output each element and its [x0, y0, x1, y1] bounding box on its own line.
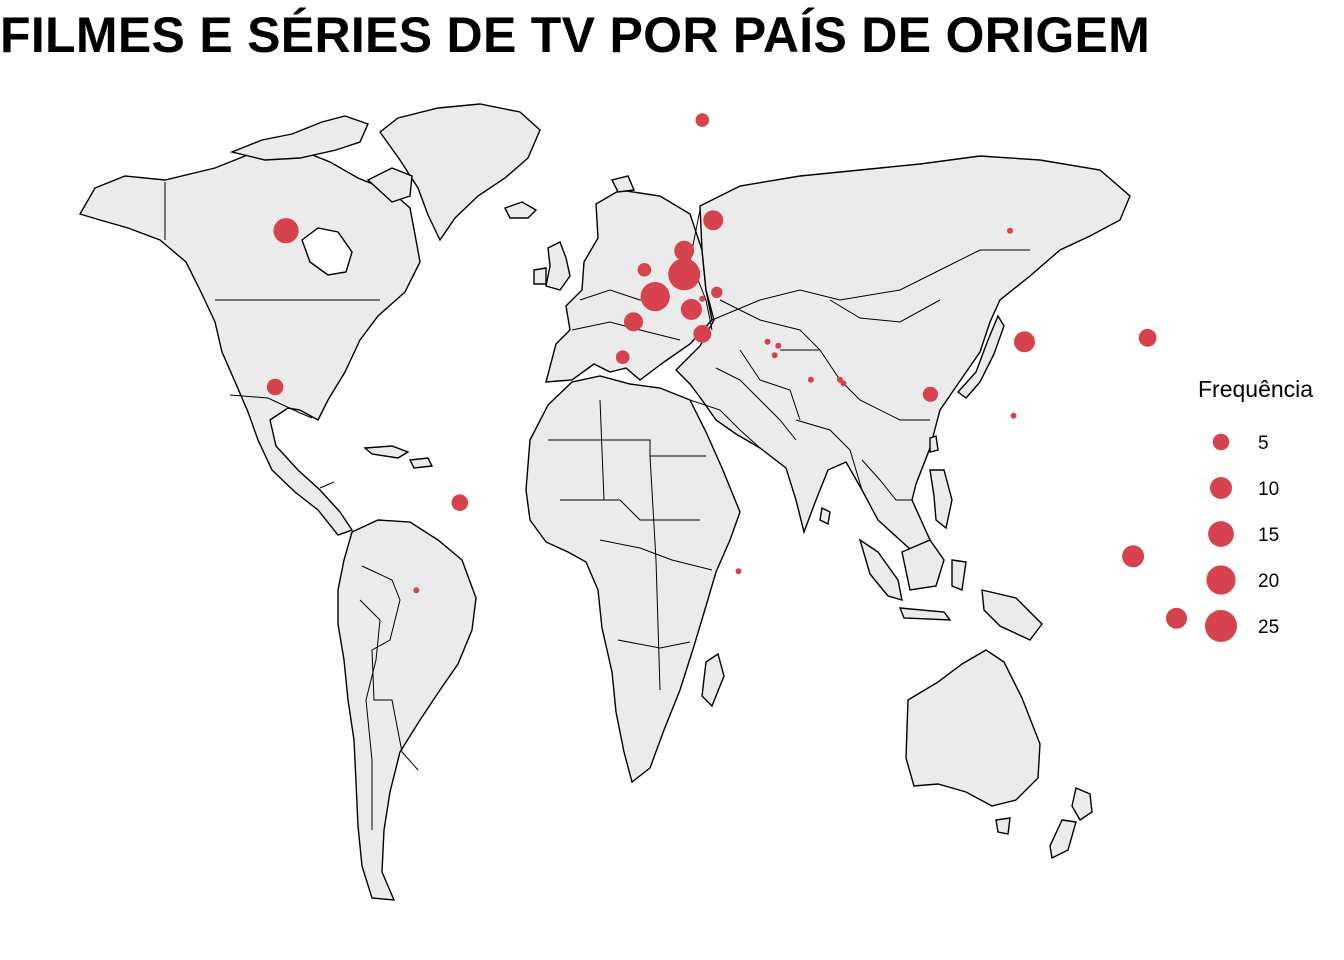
land-svalbard	[610, 175, 636, 193]
bubble-point	[637, 263, 652, 277]
bubble-point	[1166, 607, 1187, 629]
border-africa-north	[548, 439, 706, 457]
land-taiwan	[929, 435, 939, 453]
border-andes	[359, 599, 381, 830]
bubble-point	[674, 240, 695, 261]
bubble-point	[775, 342, 782, 349]
border-brazil	[361, 565, 419, 771]
land-baffin-island	[366, 167, 413, 203]
border-africa-vertical-2	[649, 455, 661, 691]
bubble-point	[273, 218, 299, 244]
land-new-zealand-south	[1049, 819, 1077, 860]
legend-key-label: 20	[1258, 571, 1279, 592]
border-se-asia	[861, 459, 912, 501]
legend: Frequência 5 10 15 20 25	[1198, 376, 1344, 646]
land-asia	[675, 155, 1131, 570]
border-central-asia	[719, 299, 821, 351]
chart-title: FILMES E SÉRIES DE TV POR PAÍS DE ORIGEM	[0, 7, 1151, 63]
border-africa-mid-1	[560, 499, 700, 521]
bubble-point	[266, 378, 284, 396]
land-new-zealand-north	[1071, 787, 1093, 821]
legend-key-circle	[1208, 521, 1234, 547]
bubble-point	[922, 386, 939, 402]
bubble-point	[413, 587, 420, 594]
legend-key-circle	[1212, 433, 1230, 451]
legend-key-circle	[1206, 565, 1236, 595]
frequency-bubbles	[266, 113, 1187, 629]
land-iceland	[504, 201, 538, 219]
land-java	[898, 607, 952, 621]
bubble-point	[1138, 328, 1157, 347]
land-sri-lanka	[819, 506, 831, 526]
bubble-point	[735, 568, 742, 575]
bubble-point	[695, 113, 710, 127]
bubble-point	[615, 350, 630, 365]
bubble-point	[693, 325, 712, 343]
legend-key-label: 15	[1258, 525, 1279, 546]
bubble-point	[680, 298, 702, 320]
bubble-point	[624, 312, 643, 332]
bubble-point	[1007, 227, 1013, 234]
bubble-point	[836, 376, 843, 383]
land-philippines	[929, 469, 953, 530]
bubble-point	[711, 286, 723, 298]
land-borneo	[901, 539, 945, 591]
bubble-point	[699, 295, 706, 302]
land-ireland	[533, 267, 547, 285]
border-africa-south	[617, 639, 691, 649]
land-australia	[905, 649, 1041, 807]
bubble-point	[764, 338, 771, 345]
border-india	[795, 419, 863, 491]
land-africa	[525, 375, 741, 784]
bubble-point	[668, 258, 701, 291]
land-sulawesi	[951, 559, 967, 591]
land-arctic-islands	[229, 115, 369, 161]
border-africa-vertical-1	[599, 399, 605, 501]
bubble-point	[1122, 545, 1145, 568]
border-china-west	[780, 349, 930, 421]
water-hudson-bay	[301, 227, 353, 276]
land-south-america	[337, 519, 477, 901]
border-mongolia	[829, 299, 941, 323]
bubble-point	[771, 352, 778, 359]
legend-key-label: 25	[1258, 617, 1279, 638]
legend-key-circle	[1210, 477, 1232, 499]
legend-key-label: 5	[1258, 433, 1269, 454]
land-uk	[545, 241, 571, 291]
land-tasmania	[995, 817, 1011, 835]
land-sumatra	[858, 538, 903, 601]
land-new-guinea	[981, 589, 1043, 641]
land-japan	[956, 314, 1005, 399]
bubble-point	[451, 494, 469, 512]
border-us-mexico	[229, 394, 313, 419]
land-madagascar	[701, 652, 725, 708]
border-arabia	[689, 399, 761, 449]
bubble-point	[807, 376, 814, 383]
legend-title: Frequência	[1198, 376, 1314, 402]
bubble-point	[703, 210, 724, 231]
border-middle-east	[715, 367, 797, 441]
border-russia-south	[711, 249, 1030, 321]
bubble-point	[840, 380, 847, 387]
border-mexico-guatemala	[319, 481, 335, 489]
land-masses	[78, 103, 1131, 901]
land-greenland	[379, 103, 541, 242]
land-cuba	[363, 445, 410, 459]
legend-key-label: 10	[1258, 479, 1279, 500]
bubble-point	[1014, 331, 1035, 353]
legend-keys: 5 10 15 20 25	[1205, 433, 1279, 642]
bubble-point	[640, 282, 670, 312]
land-north-america	[78, 149, 421, 536]
border-iran	[739, 349, 801, 421]
bubble-point	[1010, 412, 1017, 419]
legend-key-circle	[1205, 610, 1237, 642]
land-hispaniola	[408, 457, 434, 469]
